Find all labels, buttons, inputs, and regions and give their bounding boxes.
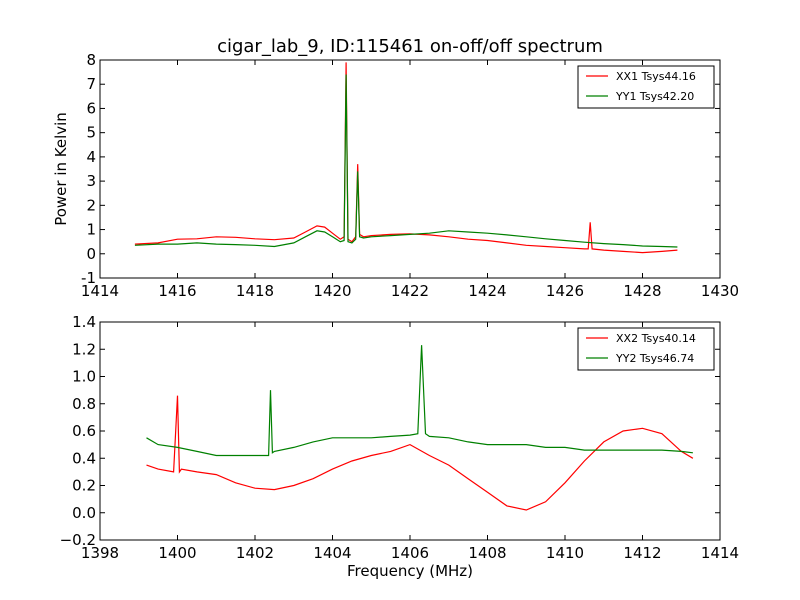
top-legend-entry: YY1 Tsys42.20 <box>615 90 694 103</box>
bottom-xtick-label: 1406 <box>391 544 429 562</box>
bottom-ytick-label: 0.0 <box>72 504 96 522</box>
top-xtick-label: 1416 <box>158 282 196 300</box>
bottom-ytick-label: 1.2 <box>72 340 96 358</box>
top-xtick-label: 1430 <box>701 282 739 300</box>
bottom-xtick-label: 1402 <box>236 544 274 562</box>
top-xtick-label: 1426 <box>546 282 584 300</box>
top-xtick-label: 1418 <box>236 282 274 300</box>
top-ytick-label: 7 <box>86 75 96 93</box>
bottom-plot-marks <box>146 345 694 511</box>
top-ytick-label: -1 <box>81 269 96 287</box>
bottom-ytick-label: 0.8 <box>72 395 96 413</box>
top-series-line-2 <box>134 74 678 248</box>
top-ytick-label: 6 <box>86 99 96 117</box>
top-plot-frame <box>99 59 721 279</box>
bottom-plot-ticks: 1398 1400 1402 1404 1406 1408 1410 1412 1414 −0.2… <box>60 313 740 562</box>
bottom-series-line-1 <box>146 395 694 511</box>
bottom-ytick-label: 0.2 <box>72 477 96 495</box>
bottom-plot-legend: XX2 Tsys40.14 YY2 Tsys46.74 <box>577 327 715 371</box>
top-spectrum-plot: cigar_lab_9, ID:115461 on-off/off spectr… <box>52 36 739 300</box>
bottom-xtick-label: 1404 <box>313 544 351 562</box>
bottom-xtick-label: 1408 <box>468 544 506 562</box>
top-ytick-label: 5 <box>86 124 96 142</box>
bottom-legend-entry: YY2 Tsys46.74 <box>615 352 694 365</box>
top-series-line-1 <box>134 62 678 254</box>
top-plot-title: cigar_lab_9, ID:115461 on-off/off spectr… <box>217 36 603 57</box>
bottom-xtick-label: 1398 <box>81 544 119 562</box>
bottom-xtick-label: 1400 <box>158 544 196 562</box>
bottom-ytick-label: 1.0 <box>72 368 96 386</box>
top-plot-ticks: 1414 1416 1418 1420 1422 1424 1426 1428 1430-101… <box>81 51 739 300</box>
top-ytick-label: 8 <box>86 51 96 69</box>
bottom-xtick-label: 1414 <box>701 544 739 562</box>
top-xtick-label: 1428 <box>623 282 661 300</box>
top-xtick-label: 1414 <box>81 282 119 300</box>
bottom-series-line-2 <box>146 345 693 457</box>
bottom-xtick-label: 1410 <box>546 544 584 562</box>
top-xtick-label: 1424 <box>468 282 506 300</box>
top-plot-ylabel: Power in Kelvin <box>52 112 70 226</box>
bottom-ytick-label: −0.2 <box>60 531 96 549</box>
top-ytick-label: 0 <box>86 245 96 263</box>
top-legend-entry: XX1 Tsys44.16 <box>616 70 696 83</box>
bottom-legend-entry: XX2 Tsys40.14 <box>616 332 696 345</box>
bottom-spectrum-plot: Frequency (MHz) 1398 1400 1402 1404 1406 1408… <box>60 313 740 580</box>
bottom-ytick-label: 1.4 <box>72 313 96 331</box>
top-legend-box <box>577 65 715 109</box>
top-ytick-label: 3 <box>86 172 96 190</box>
bottom-plot-frame <box>99 321 721 541</box>
bottom-ytick-label: 0.4 <box>72 449 96 467</box>
top-xtick-label: 1422 <box>391 282 429 300</box>
top-xtick-label: 1420 <box>313 282 351 300</box>
top-plot-marks <box>134 62 678 254</box>
bottom-legend-box <box>577 327 715 371</box>
bottom-xtick-label: 1412 <box>623 544 661 562</box>
bottom-plot-xlabel: Frequency (MHz) <box>347 562 473 580</box>
top-ytick-label: 4 <box>86 148 96 166</box>
bottom-ytick-label: 0.6 <box>72 422 96 440</box>
top-ytick-label: 2 <box>86 196 96 214</box>
top-plot-legend: XX1 Tsys44.16 YY1 Tsys42.20 <box>577 65 715 109</box>
top-ytick-label: 1 <box>86 221 96 239</box>
